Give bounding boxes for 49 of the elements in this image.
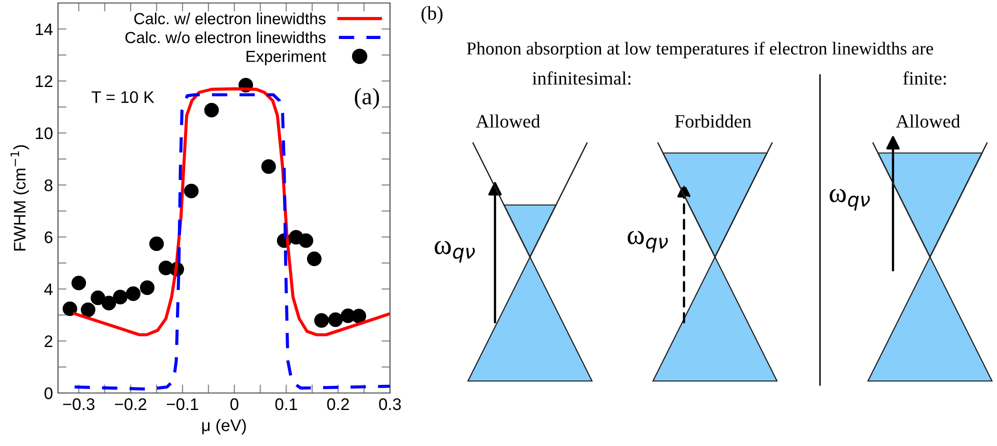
text: ω$_{qν}$ — [628, 230, 668, 253]
point — [149, 236, 164, 252]
x-tick-label: −0.1 — [166, 398, 198, 410]
x-axis-title: μ (eV) — [202, 418, 246, 434]
point — [314, 313, 329, 328]
point — [352, 308, 366, 324]
text: infinitesimal: — [532, 71, 630, 85]
annotation: T = 10 K — [92, 91, 154, 104]
x-tick-label: 0 — [230, 398, 238, 410]
y-tick-label: 14 — [36, 24, 53, 36]
point — [126, 286, 140, 301]
point — [71, 276, 86, 290]
text: (b) — [422, 6, 442, 24]
text: Phonon absorption at low temperatures if electron linewidths are — [466, 42, 934, 58]
y-tick-label: 8 — [44, 179, 52, 192]
point — [204, 102, 219, 118]
legend-label: Experiment — [246, 50, 326, 66]
point — [261, 159, 276, 174]
text: Allowed — [476, 114, 540, 128]
x-tick-label: 0.2 — [327, 398, 349, 410]
point — [112, 290, 128, 304]
y-tick-label: 0 — [44, 387, 52, 400]
point — [80, 302, 96, 318]
y-tick-label: 10 — [36, 127, 52, 140]
point — [184, 184, 199, 198]
x-tick-label: −0.2 — [114, 398, 146, 410]
legend-label: Calc. w/o electron linewidths — [125, 31, 326, 44]
y-tick-label: 2 — [44, 335, 52, 348]
x-tick-label: 0.3 — [379, 398, 401, 410]
point — [90, 290, 106, 306]
text: Allowed — [896, 114, 960, 128]
legend-label: Calc. w/ electron linewidths — [134, 12, 326, 24]
y-tick-label: 12 — [36, 75, 52, 88]
y-tick-label: 6 — [44, 231, 52, 244]
point — [328, 312, 343, 327]
point — [306, 252, 322, 266]
text: finite: — [903, 71, 946, 85]
text: Forbidden — [675, 114, 752, 128]
point — [62, 301, 78, 316]
y-axis-title: FWHM (cm$^{−1}$) — [10, 145, 29, 250]
point — [102, 296, 116, 310]
x-tick-label: 0.1 — [275, 398, 298, 410]
point — [298, 233, 314, 248]
point — [140, 280, 155, 295]
y-tick-label: 4 — [44, 284, 53, 296]
text: ω$_{qν}$ — [830, 188, 870, 211]
annotation: (a) — [354, 88, 380, 110]
x-tick-label: −0.3 — [63, 398, 94, 410]
text: ω$_{qν}$ — [434, 240, 475, 263]
